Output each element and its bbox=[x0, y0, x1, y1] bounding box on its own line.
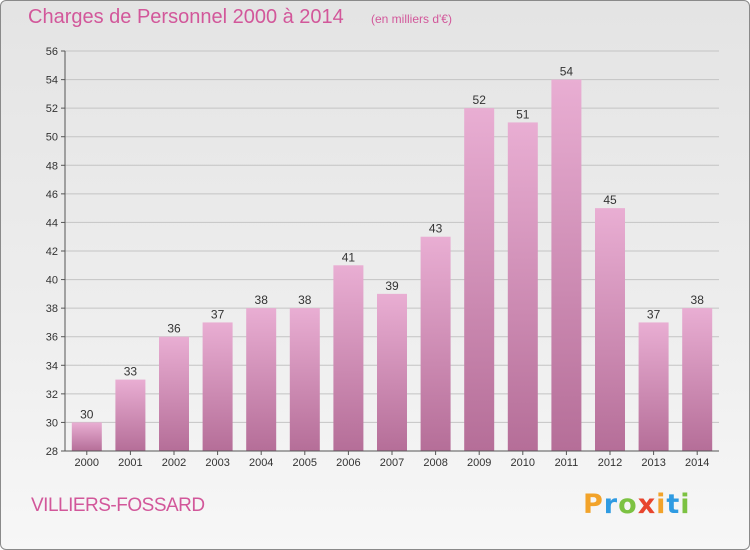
y-tick-label: 32 bbox=[46, 389, 58, 401]
x-tick-label: 2001 bbox=[118, 457, 142, 469]
logo-letter: r bbox=[603, 489, 619, 520]
y-tick-label: 50 bbox=[46, 132, 58, 144]
bar-2014 bbox=[682, 308, 713, 451]
logo-letter: o bbox=[618, 489, 638, 520]
bar-2002 bbox=[159, 336, 189, 451]
data-label: 54 bbox=[560, 65, 574, 79]
y-tick-label: 52 bbox=[46, 103, 58, 115]
x-tick-label: 2010 bbox=[511, 457, 535, 469]
y-tick-label: 34 bbox=[46, 360, 58, 372]
y-tick-label: 56 bbox=[46, 46, 58, 58]
bars bbox=[71, 79, 713, 452]
x-tick-label: 2004 bbox=[249, 457, 273, 469]
x-tick-label: 2006 bbox=[336, 457, 360, 469]
data-label: 51 bbox=[516, 107, 530, 121]
y-tick-label: 42 bbox=[46, 246, 58, 258]
data-label: 38 bbox=[298, 293, 312, 307]
bar-2001 bbox=[115, 379, 146, 451]
bar-2000 bbox=[71, 422, 102, 451]
bar-2013 bbox=[638, 322, 669, 451]
y-tick-label: 28 bbox=[46, 446, 58, 458]
x-tick-label: 2005 bbox=[293, 457, 317, 469]
bar-2006 bbox=[333, 265, 364, 451]
y-tick-label: 54 bbox=[46, 75, 58, 87]
x-tick-label: 2009 bbox=[467, 457, 491, 469]
y-tick-label: 40 bbox=[46, 275, 58, 287]
x-tick-label: 2012 bbox=[598, 457, 622, 469]
proxiti-logo[interactable]: Proxiti bbox=[583, 489, 691, 520]
x-tick-label: 2007 bbox=[380, 457, 404, 469]
data-label: 37 bbox=[647, 307, 661, 321]
y-tick-label: 30 bbox=[46, 417, 58, 429]
x-tick-label: 2014 bbox=[685, 457, 709, 469]
y-tick-label: 48 bbox=[46, 160, 58, 172]
place-name: VILLIERS-FOSSARD bbox=[31, 495, 205, 516]
x-tick-label: 2003 bbox=[205, 457, 229, 469]
bar-2003 bbox=[202, 322, 233, 451]
bar-2007 bbox=[377, 293, 407, 451]
bar-2009 bbox=[464, 108, 495, 452]
bar-2010 bbox=[507, 122, 538, 451]
bar-2004 bbox=[246, 308, 277, 451]
data-label: 37 bbox=[211, 307, 225, 321]
data-label: 39 bbox=[385, 279, 399, 293]
data-label: 36 bbox=[167, 322, 181, 336]
y-tick-label: 44 bbox=[46, 217, 58, 229]
data-label: 52 bbox=[473, 93, 487, 107]
y-tick-label: 46 bbox=[46, 189, 58, 201]
data-label: 38 bbox=[691, 293, 705, 307]
x-tick-label: 2011 bbox=[555, 457, 579, 469]
y-tick-label: 38 bbox=[46, 303, 58, 315]
x-tick-label: 2002 bbox=[162, 457, 186, 469]
data-label: 33 bbox=[124, 365, 138, 379]
logo-letter: P bbox=[583, 489, 604, 520]
logo-letter: t bbox=[666, 489, 681, 520]
x-tick-label: 2013 bbox=[641, 457, 665, 469]
data-label: 43 bbox=[429, 222, 443, 236]
data-label: 41 bbox=[342, 250, 356, 264]
x-tick-label: 2008 bbox=[423, 457, 447, 469]
axes bbox=[61, 50, 719, 455]
logo-letter: x bbox=[637, 489, 657, 520]
bar-2008 bbox=[420, 236, 451, 451]
data-label: 30 bbox=[80, 407, 94, 421]
bar-2011 bbox=[551, 79, 582, 452]
data-label: 45 bbox=[603, 193, 617, 207]
bar-2012 bbox=[595, 208, 625, 451]
labels: 28 30 32 34 36 38 40 42 44 46 48 50 52 54 56 30 2000 33 20… bbox=[46, 46, 710, 469]
x-tick-label: 2000 bbox=[75, 457, 99, 469]
chart-title: Charges de Personnel 2000 à 2014 bbox=[28, 6, 344, 28]
logo-letter: i bbox=[656, 489, 667, 520]
chart-subtitle: (en milliers d'€) bbox=[371, 12, 452, 26]
data-label: 38 bbox=[255, 293, 269, 307]
y-tick-label: 36 bbox=[46, 332, 58, 344]
logo-letter: i bbox=[680, 489, 691, 520]
bar-2005 bbox=[289, 308, 320, 451]
